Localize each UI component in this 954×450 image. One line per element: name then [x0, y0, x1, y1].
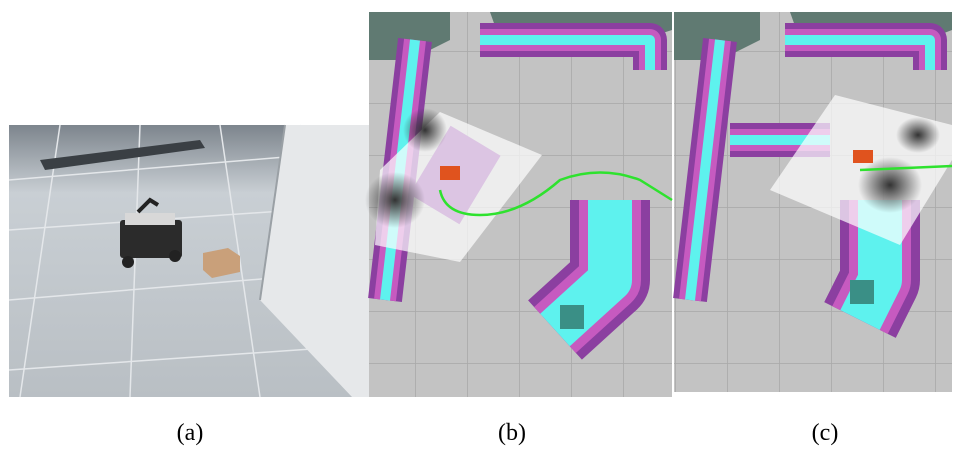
figure-panels [0, 0, 954, 410]
map-b [365, 12, 672, 397]
photo-a [9, 125, 369, 397]
caption: (a) [140, 420, 240, 447]
map-c [674, 12, 952, 392]
caption: (c) [775, 420, 875, 447]
figure: (a) (b) (c) [0, 0, 954, 450]
caption: (b) [462, 420, 562, 447]
